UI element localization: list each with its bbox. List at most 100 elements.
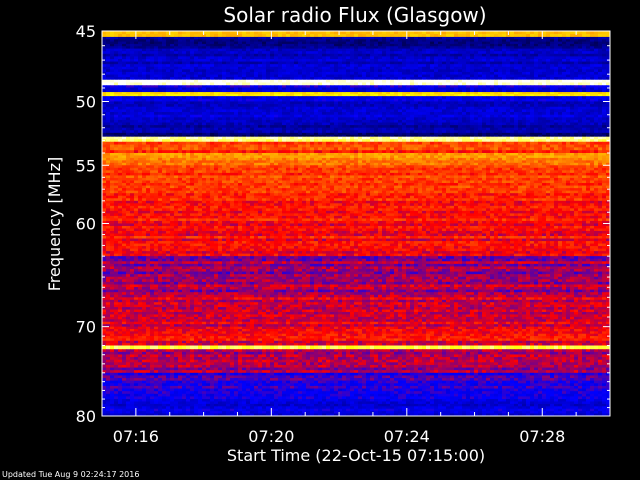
heatmap-cell (442, 96, 447, 100)
heatmap-cell (570, 66, 575, 70)
heatmap-cell (566, 71, 571, 75)
heatmap-cell (314, 114, 319, 118)
heatmap-cell (306, 77, 311, 81)
heatmap-cell (258, 46, 263, 50)
heatmap-cell (118, 101, 123, 105)
heatmap-cell (594, 69, 599, 73)
heatmap-cell (214, 98, 219, 102)
heatmap-cell (598, 89, 603, 93)
heatmap-cell (554, 46, 559, 50)
heatmap-cell (230, 69, 235, 73)
heatmap-cell (226, 114, 231, 118)
heatmap-cell (362, 92, 367, 95)
heatmap-cell (258, 71, 263, 75)
heatmap-cell (542, 53, 547, 57)
heatmap-cell (490, 98, 495, 102)
heatmap-cell (302, 104, 307, 108)
heatmap-cell (266, 41, 271, 45)
heatmap-cell (166, 112, 171, 116)
heatmap-cell (250, 127, 255, 131)
heatmap-cell (254, 94, 259, 97)
heatmap-cell (518, 87, 523, 91)
heatmap-cell (318, 33, 323, 38)
heatmap-cell (410, 114, 415, 118)
heatmap-cell (562, 56, 567, 60)
heatmap-cell (146, 130, 151, 134)
heatmap-cell (106, 43, 111, 47)
heatmap-cell (394, 112, 399, 116)
heatmap-cell (502, 61, 507, 65)
heatmap-cell (594, 51, 599, 55)
heatmap-cell (290, 74, 295, 78)
heatmap-cell (494, 58, 499, 62)
heatmap-cell (350, 127, 355, 131)
heatmap-cell (254, 98, 259, 102)
heatmap-cell (326, 79, 331, 83)
heatmap-cell (374, 92, 379, 95)
heatmap-cell (158, 48, 163, 52)
heatmap-cell (170, 36, 175, 40)
heatmap-cell (382, 36, 387, 40)
heatmap-cell (354, 61, 359, 65)
heatmap-cell (290, 51, 295, 55)
heatmap-cell (538, 46, 543, 50)
heatmap-cell (410, 36, 415, 40)
heatmap-cell (590, 106, 595, 110)
heatmap-cell (378, 74, 383, 78)
heatmap-cell (486, 125, 491, 129)
heatmap-cell (466, 69, 471, 73)
heatmap-cell (330, 94, 335, 97)
heatmap-cell (598, 64, 603, 68)
heatmap-cell (202, 112, 207, 116)
heatmap-cell (310, 82, 315, 86)
heatmap-cell (418, 77, 423, 81)
heatmap-cell (294, 41, 299, 45)
heatmap-cell (370, 127, 375, 131)
heatmap-cell (150, 31, 155, 35)
heatmap-cell (522, 109, 527, 113)
heatmap-cell (566, 94, 571, 97)
heatmap-cell (286, 33, 291, 38)
heatmap-cell (182, 82, 187, 86)
heatmap-cell (330, 79, 335, 83)
heatmap-cell (354, 48, 359, 52)
heatmap-cell (346, 87, 351, 91)
heatmap-cell (278, 56, 283, 60)
heatmap-cell (366, 112, 371, 116)
heatmap-cell (130, 48, 135, 52)
heatmap-cell (478, 106, 483, 110)
heatmap-cell (546, 64, 551, 68)
heatmap-cell (110, 101, 115, 105)
heatmap-cell (102, 104, 107, 108)
heatmap-cell (522, 87, 527, 91)
heatmap-cell (502, 109, 507, 113)
heatmap-cell (170, 71, 175, 75)
heatmap-cell (374, 112, 379, 116)
heatmap-cell (266, 106, 271, 110)
heatmap-cell (494, 96, 499, 100)
heatmap-cell (290, 101, 295, 105)
heatmap-cell (382, 48, 387, 52)
heatmap-cell (398, 48, 403, 52)
heatmap-cell (598, 77, 603, 81)
heatmap-cell (394, 56, 399, 60)
heatmap-cell (262, 79, 267, 83)
heatmap-cell (294, 79, 299, 83)
heatmap-cell (194, 127, 199, 131)
heatmap-cell (362, 77, 367, 81)
heatmap-cell (530, 77, 535, 81)
heatmap-cell (314, 56, 319, 60)
heatmap-cell (422, 96, 427, 100)
heatmap-cell (454, 119, 459, 123)
heatmap-cell (558, 53, 563, 57)
heatmap-cell (498, 58, 503, 62)
heatmap-cell (110, 109, 115, 113)
heatmap-cell (162, 61, 167, 65)
heatmap-cell (254, 58, 259, 62)
heatmap-cell (538, 87, 543, 91)
heatmap-cell (510, 87, 515, 91)
heatmap-cell (106, 79, 111, 83)
heatmap-cell (578, 74, 583, 78)
heatmap-cell (434, 104, 439, 108)
heatmap-cell (542, 98, 547, 102)
